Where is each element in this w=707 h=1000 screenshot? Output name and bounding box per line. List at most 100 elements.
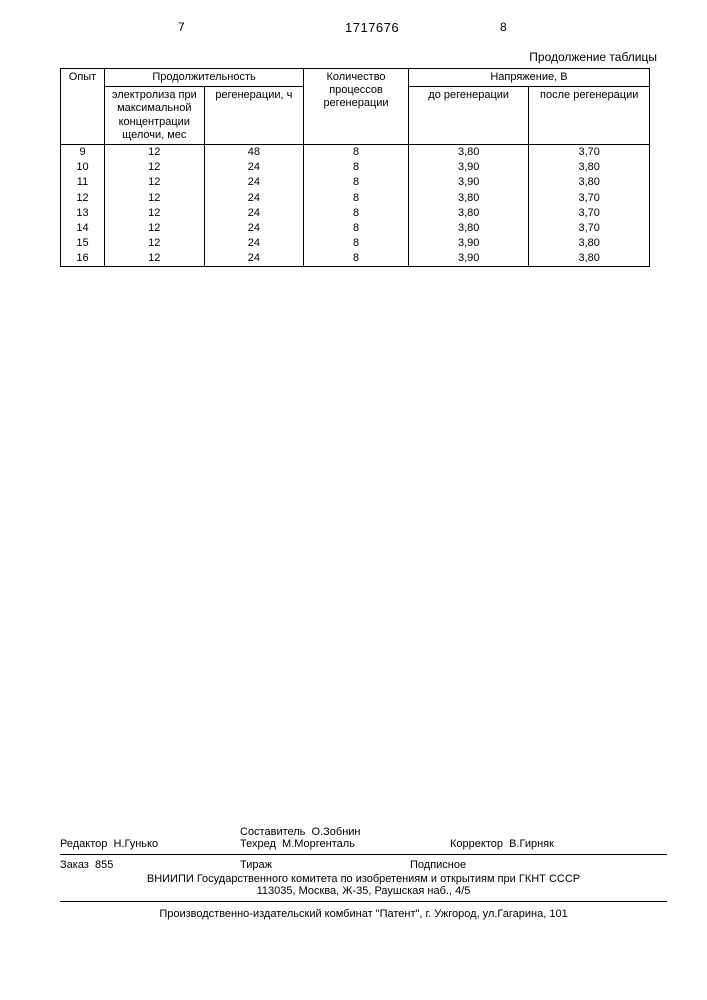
cell-k: 8: [304, 221, 409, 236]
col-opyt: Опыт: [61, 69, 105, 145]
page-header: 7 1717676 8: [60, 20, 667, 44]
cell-va: 3,80: [529, 251, 650, 267]
cell-r: 24: [204, 160, 304, 175]
divider: [60, 901, 667, 902]
col-voltage-group: Напряжение, В: [408, 69, 649, 87]
cell-r: 24: [204, 221, 304, 236]
techred-name: М.Моргенталь: [282, 838, 355, 850]
cell-va: 3,70: [529, 206, 650, 221]
data-table: Опыт Продолжительность Количество процес…: [60, 68, 650, 267]
cell-e: 12: [105, 221, 205, 236]
cell-e: 12: [105, 160, 205, 175]
cell-e: 12: [105, 144, 205, 160]
footer-block: Редактор Н.Гунько Составитель О.Зобнин Т…: [60, 826, 667, 920]
table-row: 14 12 24 8 3,80 3,70: [61, 221, 650, 236]
col-v-after: после регенерации: [529, 87, 650, 145]
vniipi-line1: ВНИИПИ Государственного комитета по изоб…: [60, 873, 667, 885]
document-number: 1717676: [345, 20, 399, 35]
cell-n: 13: [61, 206, 105, 221]
page-number-left: 7: [178, 20, 185, 34]
cell-e: 12: [105, 236, 205, 251]
cell-va: 3,70: [529, 191, 650, 206]
cell-vb: 3,90: [408, 175, 529, 190]
cell-e: 12: [105, 175, 205, 190]
cell-r: 24: [204, 251, 304, 267]
editor-name: Н.Гунько: [113, 838, 158, 850]
cell-n: 14: [61, 221, 105, 236]
cell-vb: 3,80: [408, 221, 529, 236]
cell-k: 8: [304, 191, 409, 206]
cell-va: 3,80: [529, 175, 650, 190]
podpisnoe-cell: Подписное: [410, 859, 667, 871]
order-label: Заказ: [60, 859, 89, 871]
order-cell: Заказ 855: [60, 859, 240, 871]
table-row: 15 12 24 8 3,90 3,80: [61, 236, 650, 251]
table-row: 9 12 48 8 3,80 3,70: [61, 144, 650, 160]
col-kol: Количество процессов регенерации: [304, 69, 409, 145]
cell-vb: 3,80: [408, 206, 529, 221]
vniipi-line2: 113035, Москва, Ж-35, Раушская наб., 4/5: [60, 885, 667, 897]
cell-r: 24: [204, 175, 304, 190]
cell-va: 3,70: [529, 144, 650, 160]
podpisnoe-label: Подписное: [410, 859, 466, 871]
cell-vb: 3,90: [408, 236, 529, 251]
table-row: 11 12 24 8 3,90 3,80: [61, 175, 650, 190]
order-row: Заказ 855 Тираж Подписное: [60, 859, 667, 871]
cell-n: 9: [61, 144, 105, 160]
table-row: 12 12 24 8 3,80 3,70: [61, 191, 650, 206]
techred-label: Техред: [240, 838, 276, 850]
cell-k: 8: [304, 206, 409, 221]
tirazh-cell: Тираж: [240, 859, 410, 871]
table-body: 9 12 48 8 3,80 3,70 10 12 24 8 3,90 3,80…: [61, 144, 650, 267]
cell-k: 8: [304, 144, 409, 160]
credits-row: Редактор Н.Гунько Составитель О.Зобнин Т…: [60, 826, 667, 850]
cell-n: 11: [61, 175, 105, 190]
cell-vb: 3,80: [408, 144, 529, 160]
vniipi-block: ВНИИПИ Государственного комитета по изоб…: [60, 873, 667, 897]
cell-k: 8: [304, 236, 409, 251]
cell-vb: 3,90: [408, 160, 529, 175]
page-root: 7 1717676 8 Продолжение таблицы Опыт Про…: [0, 0, 707, 1000]
table-row: 13 12 24 8 3,80 3,70: [61, 206, 650, 221]
divider: [60, 854, 667, 855]
table-row: 10 12 24 8 3,90 3,80: [61, 160, 650, 175]
compiler-techred-cell: Составитель О.Зобнин Техред М.Моргенталь: [240, 826, 450, 850]
cell-r: 24: [204, 236, 304, 251]
corrector-label: Корректор: [450, 838, 503, 850]
cell-vb: 3,90: [408, 251, 529, 267]
page-number-right: 8: [500, 20, 507, 34]
cell-k: 8: [304, 251, 409, 267]
cell-e: 12: [105, 191, 205, 206]
tirazh-label: Тираж: [240, 859, 272, 871]
publisher-line: Производственно-издательский комбинат "П…: [60, 908, 667, 920]
cell-n: 16: [61, 251, 105, 267]
table-caption: Продолжение таблицы: [60, 50, 657, 64]
col-duration-group: Продолжительность: [105, 69, 304, 87]
col-regen: регенерации, ч: [204, 87, 304, 145]
compiler-label: Составитель: [240, 826, 305, 838]
cell-r: 48: [204, 144, 304, 160]
table-row: 16 12 24 8 3,90 3,80: [61, 251, 650, 267]
cell-va: 3,80: [529, 160, 650, 175]
cell-k: 8: [304, 160, 409, 175]
table-head: Опыт Продолжительность Количество процес…: [61, 69, 650, 145]
cell-e: 12: [105, 251, 205, 267]
cell-n: 12: [61, 191, 105, 206]
corrector-cell: Корректор В.Гирняк: [450, 838, 667, 850]
cell-r: 24: [204, 206, 304, 221]
cell-k: 8: [304, 175, 409, 190]
compiler-name: О.Зобнин: [312, 826, 361, 838]
col-elec: электролиза при максимальной концентраци…: [105, 87, 205, 145]
order-num: 855: [95, 859, 113, 871]
corrector-name: В.Гирняк: [509, 838, 554, 850]
editor-cell: Редактор Н.Гунько: [60, 838, 240, 850]
cell-va: 3,70: [529, 221, 650, 236]
cell-va: 3,80: [529, 236, 650, 251]
cell-r: 24: [204, 191, 304, 206]
col-v-before: до регенерации: [408, 87, 529, 145]
cell-n: 10: [61, 160, 105, 175]
cell-e: 12: [105, 206, 205, 221]
editor-label: Редактор: [60, 838, 107, 850]
cell-n: 15: [61, 236, 105, 251]
cell-vb: 3,80: [408, 191, 529, 206]
